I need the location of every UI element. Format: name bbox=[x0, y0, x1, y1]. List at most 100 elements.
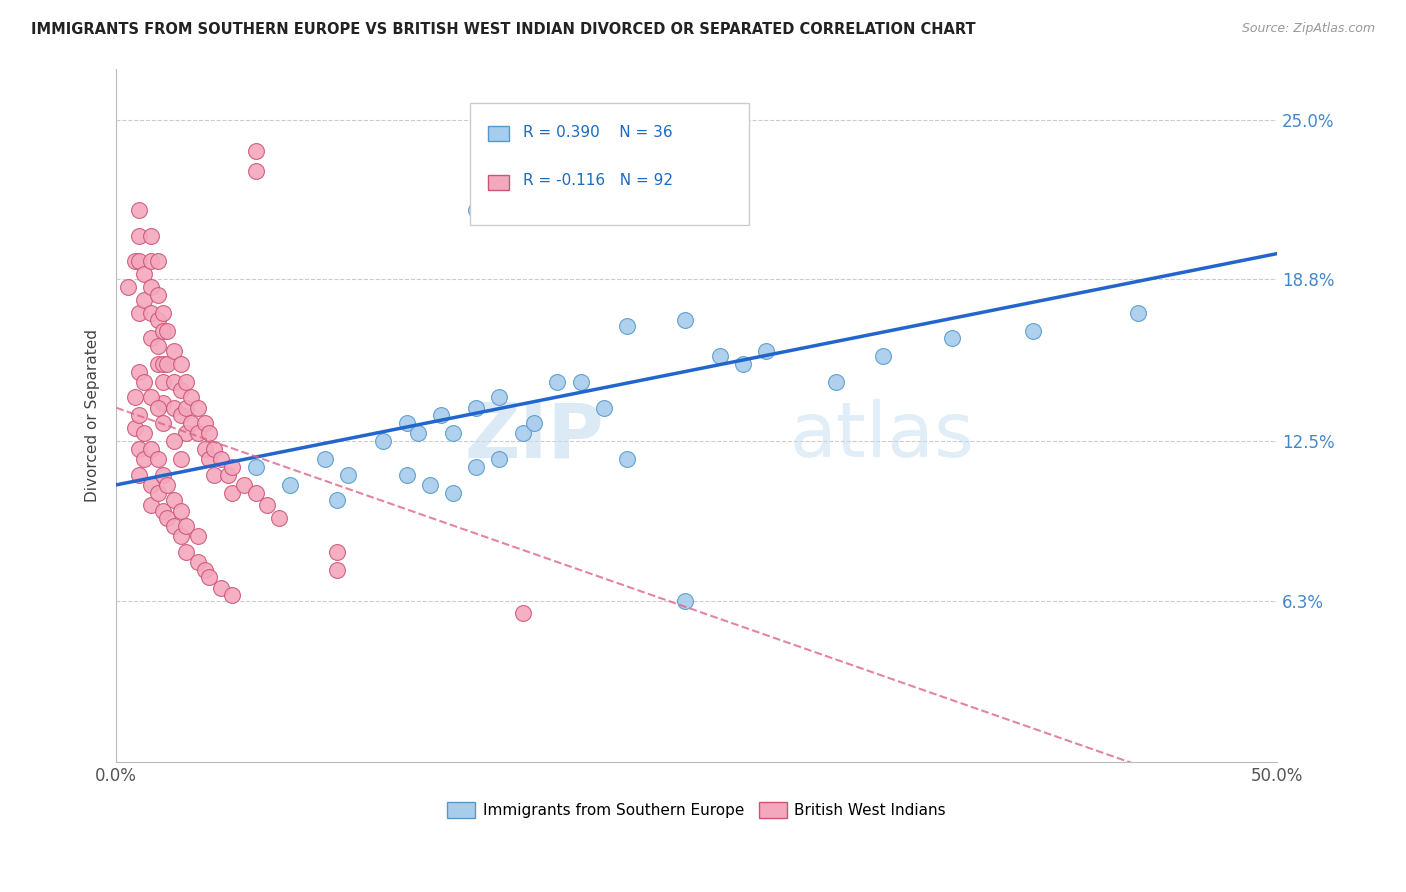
Point bbox=[152, 357, 174, 371]
Point bbox=[146, 357, 169, 371]
Point bbox=[134, 375, 156, 389]
Point bbox=[139, 391, 162, 405]
Point bbox=[616, 452, 638, 467]
Point bbox=[156, 357, 179, 371]
Point bbox=[872, 350, 894, 364]
Point bbox=[152, 416, 174, 430]
Point bbox=[825, 375, 848, 389]
Point bbox=[163, 434, 186, 449]
Point bbox=[488, 391, 510, 405]
Point bbox=[134, 426, 156, 441]
Point bbox=[186, 426, 208, 441]
Point bbox=[134, 452, 156, 467]
Point bbox=[202, 442, 225, 456]
Point bbox=[256, 499, 278, 513]
Point bbox=[198, 570, 221, 584]
Point bbox=[170, 357, 193, 371]
Text: IMMIGRANTS FROM SOUTHERN EUROPE VS BRITISH WEST INDIAN DIVORCED OR SEPARATED COR: IMMIGRANTS FROM SOUTHERN EUROPE VS BRITI… bbox=[31, 22, 976, 37]
FancyBboxPatch shape bbox=[471, 103, 749, 225]
Point bbox=[186, 401, 208, 415]
Point bbox=[152, 503, 174, 517]
Point bbox=[245, 485, 267, 500]
Point bbox=[406, 426, 429, 441]
Point bbox=[755, 344, 778, 359]
Text: ZIP: ZIP bbox=[464, 400, 605, 474]
Point bbox=[139, 228, 162, 243]
Point bbox=[128, 228, 150, 243]
Point bbox=[267, 511, 290, 525]
Text: R = -0.116   N = 92: R = -0.116 N = 92 bbox=[523, 173, 672, 188]
Point bbox=[174, 426, 197, 441]
Point bbox=[134, 293, 156, 307]
Point bbox=[193, 563, 215, 577]
Point bbox=[395, 467, 418, 482]
Point bbox=[534, 177, 557, 191]
Point bbox=[163, 519, 186, 533]
Point bbox=[326, 544, 349, 558]
Point bbox=[395, 416, 418, 430]
Point bbox=[170, 452, 193, 467]
Point bbox=[245, 459, 267, 474]
Point bbox=[163, 375, 186, 389]
Point bbox=[146, 287, 169, 301]
Point bbox=[156, 324, 179, 338]
Point bbox=[146, 452, 169, 467]
Point bbox=[523, 416, 546, 430]
Point bbox=[156, 511, 179, 525]
Point bbox=[465, 401, 488, 415]
Point bbox=[221, 485, 243, 500]
Point bbox=[146, 313, 169, 327]
Point bbox=[146, 254, 169, 268]
Point bbox=[465, 202, 488, 217]
FancyBboxPatch shape bbox=[488, 127, 509, 141]
Point bbox=[512, 426, 534, 441]
Point bbox=[1022, 324, 1045, 338]
Point bbox=[326, 563, 349, 577]
Point bbox=[326, 493, 349, 508]
Legend: Immigrants from Southern Europe, British West Indians: Immigrants from Southern Europe, British… bbox=[441, 796, 952, 824]
Point bbox=[512, 607, 534, 621]
Point bbox=[245, 144, 267, 158]
Point bbox=[124, 421, 146, 435]
Point bbox=[593, 401, 616, 415]
Point bbox=[134, 267, 156, 281]
Point bbox=[245, 164, 267, 178]
Point bbox=[373, 434, 395, 449]
Point bbox=[430, 409, 453, 423]
Point bbox=[139, 442, 162, 456]
Text: atlas: atlas bbox=[790, 400, 974, 474]
Point bbox=[117, 280, 139, 294]
Point bbox=[139, 499, 162, 513]
Point bbox=[152, 467, 174, 482]
Point bbox=[170, 503, 193, 517]
Point bbox=[170, 383, 193, 397]
Point bbox=[202, 467, 225, 482]
Point bbox=[128, 442, 150, 456]
Point bbox=[673, 313, 696, 327]
Point bbox=[152, 306, 174, 320]
Point bbox=[156, 478, 179, 492]
Point bbox=[709, 350, 731, 364]
Point bbox=[280, 478, 302, 492]
Point bbox=[441, 485, 464, 500]
Point bbox=[152, 395, 174, 409]
Point bbox=[1126, 306, 1149, 320]
Point bbox=[170, 409, 193, 423]
Point bbox=[124, 254, 146, 268]
Text: R = 0.390    N = 36: R = 0.390 N = 36 bbox=[523, 125, 672, 140]
Text: Source: ZipAtlas.com: Source: ZipAtlas.com bbox=[1241, 22, 1375, 36]
Point bbox=[546, 375, 568, 389]
Point bbox=[673, 593, 696, 607]
Point bbox=[198, 426, 221, 441]
Point bbox=[163, 401, 186, 415]
Point bbox=[128, 202, 150, 217]
Point bbox=[124, 391, 146, 405]
Point bbox=[170, 529, 193, 543]
Point bbox=[217, 467, 239, 482]
Point bbox=[209, 581, 232, 595]
Point bbox=[488, 452, 510, 467]
Point bbox=[569, 375, 592, 389]
Y-axis label: Divorced or Separated: Divorced or Separated bbox=[86, 329, 100, 502]
Point bbox=[139, 478, 162, 492]
Point bbox=[198, 452, 221, 467]
